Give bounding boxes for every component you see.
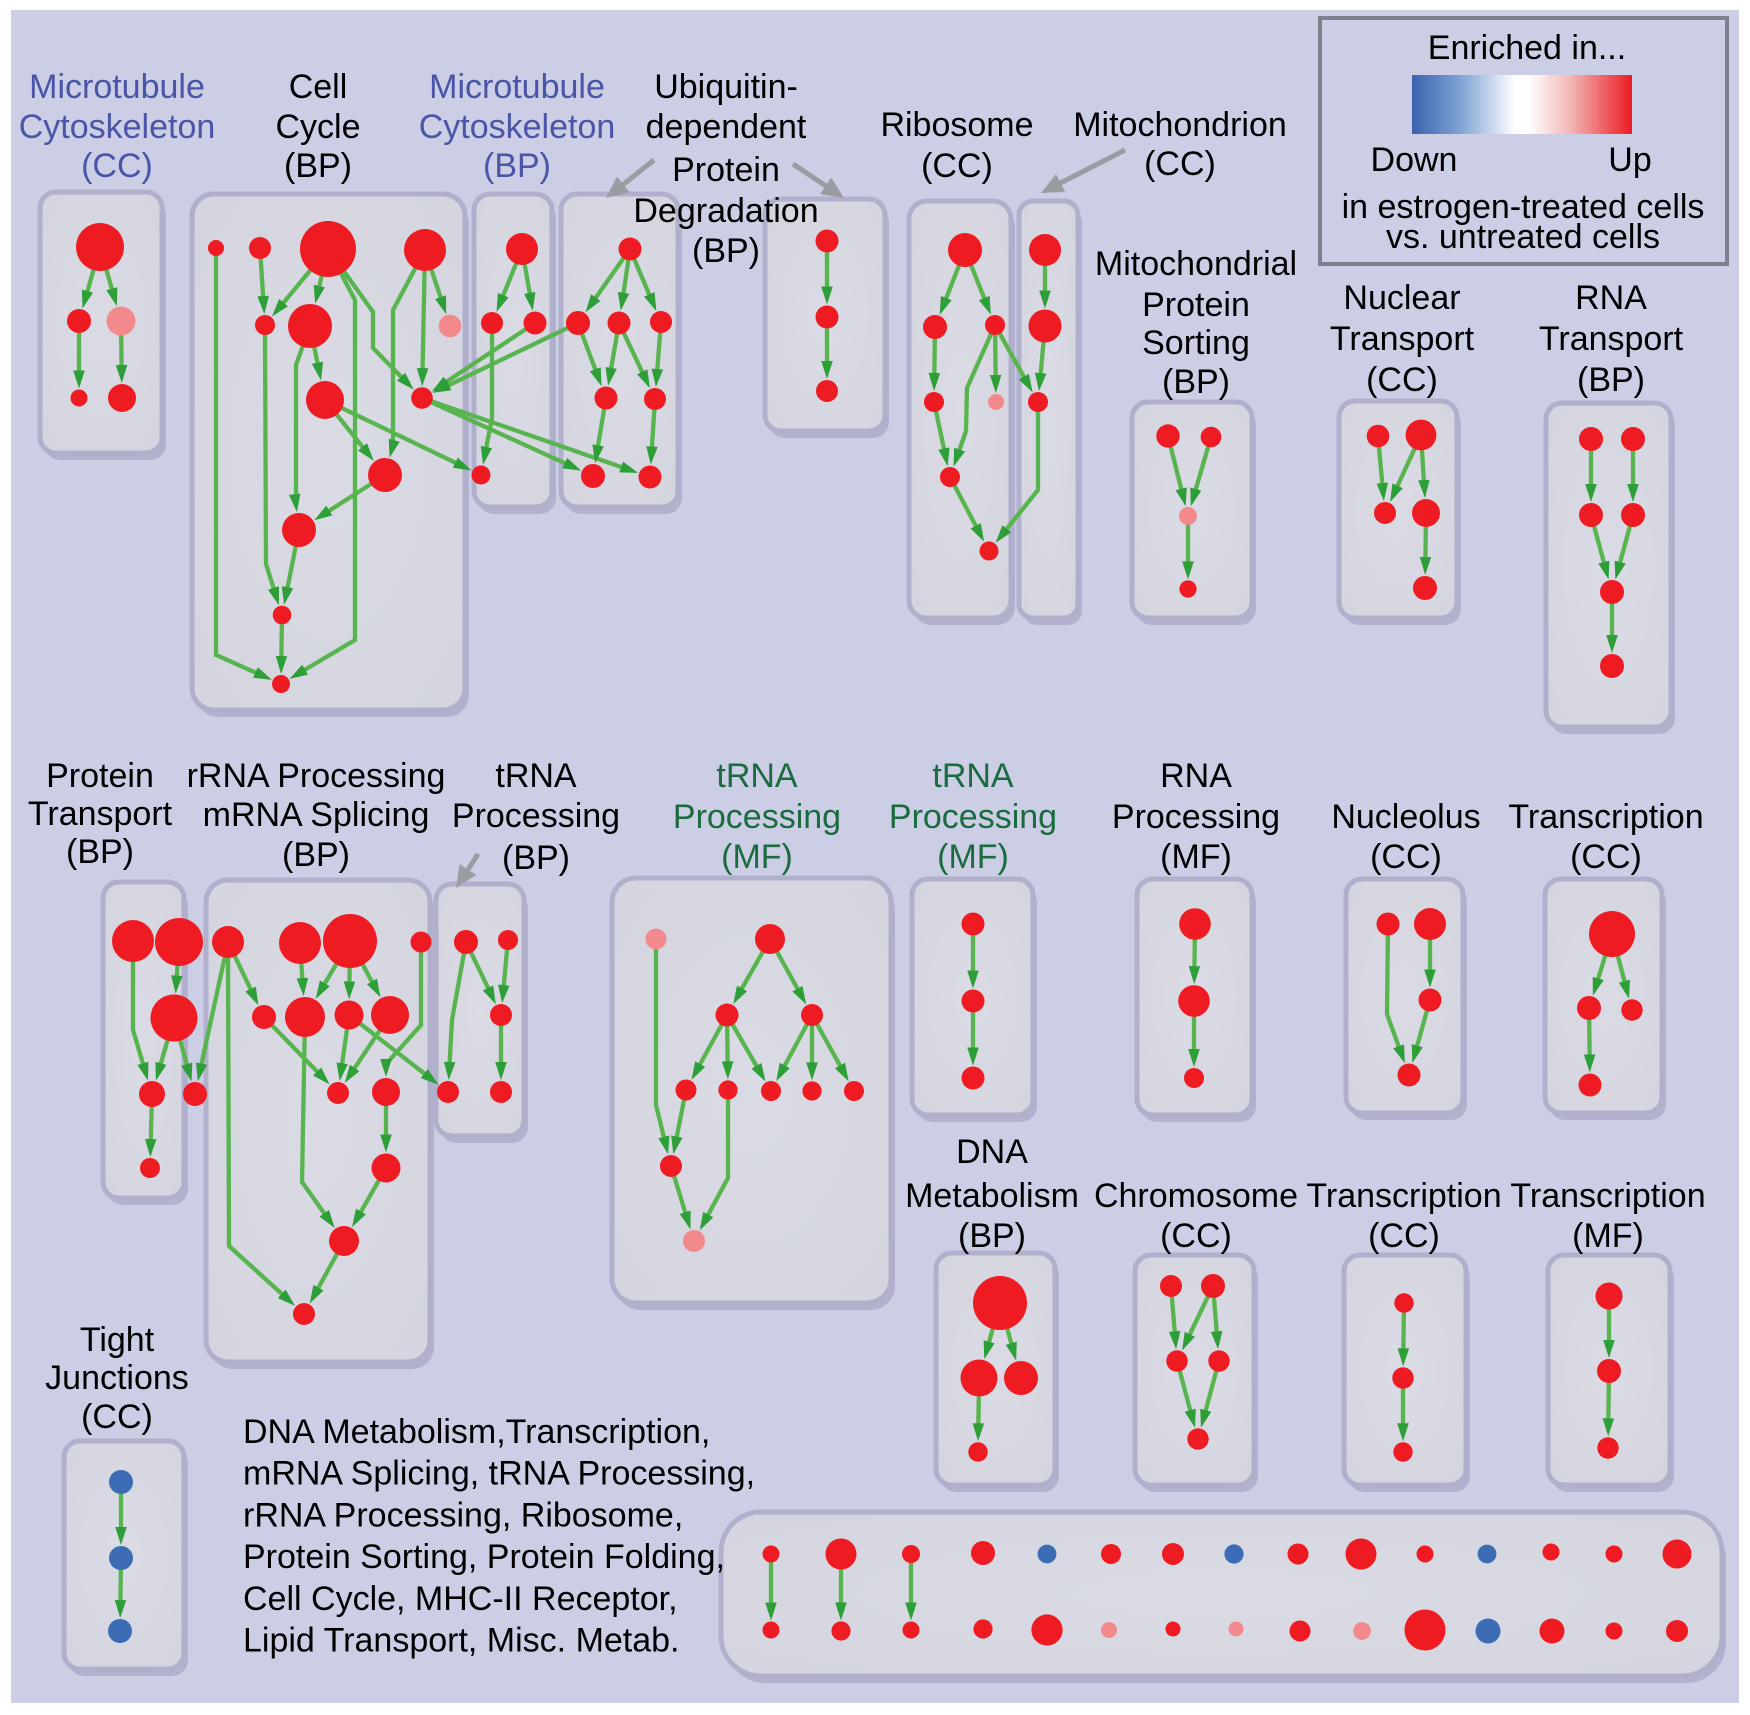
svg-text:Transport: Transport <box>1539 320 1684 358</box>
svg-text:(MF): (MF) <box>721 838 793 876</box>
svg-text:Sorting: Sorting <box>1142 324 1250 362</box>
svg-text:Transcription: Transcription <box>1306 1177 1501 1215</box>
svg-text:Processing: Processing <box>673 798 841 836</box>
svg-text:(CC): (CC) <box>81 1398 153 1436</box>
svg-text:Transcription: Transcription <box>1508 798 1703 836</box>
svg-text:Microtubule: Microtubule <box>29 68 205 106</box>
svg-text:Mitochondrial: Mitochondrial <box>1095 245 1297 283</box>
svg-text:Processing: Processing <box>452 797 620 835</box>
svg-text:Enriched in...: Enriched in... <box>1428 29 1626 67</box>
svg-text:Nuclear: Nuclear <box>1343 279 1460 317</box>
svg-text:rRNA Processing: rRNA Processing <box>187 757 446 795</box>
svg-text:vs. untreated cells: vs. untreated cells <box>1386 218 1660 256</box>
svg-text:(BP): (BP) <box>502 839 570 877</box>
svg-text:RNA: RNA <box>1575 279 1647 317</box>
svg-text:dependent: dependent <box>646 108 807 146</box>
svg-text:Nucleolus: Nucleolus <box>1331 798 1480 836</box>
svg-text:Microtubule: Microtubule <box>429 68 605 106</box>
svg-text:Processing: Processing <box>889 798 1057 836</box>
svg-text:DNA: DNA <box>956 1133 1028 1171</box>
svg-text:mRNA Splicing, tRNA Processing: mRNA Splicing, tRNA Processing, <box>243 1455 755 1493</box>
svg-text:(CC): (CC) <box>1370 838 1442 876</box>
svg-text:(BP): (BP) <box>958 1217 1026 1255</box>
svg-text:Cytoskeleton: Cytoskeleton <box>19 108 216 146</box>
svg-text:rRNA Processing, Ribosome,: rRNA Processing, Ribosome, <box>243 1496 683 1534</box>
svg-text:RNA: RNA <box>1160 757 1232 795</box>
svg-text:(CC): (CC) <box>921 147 993 185</box>
svg-text:(BP): (BP) <box>66 833 134 871</box>
svg-text:(CC): (CC) <box>1160 1217 1232 1255</box>
svg-text:DNA Metabolism,Transcription,: DNA Metabolism,Transcription, <box>243 1413 710 1451</box>
svg-text:(CC): (CC) <box>81 147 153 185</box>
svg-text:Transport: Transport <box>1330 320 1475 358</box>
svg-text:(BP): (BP) <box>483 147 551 185</box>
svg-text:Mitochondrion: Mitochondrion <box>1073 106 1287 144</box>
svg-text:Ribosome: Ribosome <box>880 106 1033 144</box>
svg-text:(CC): (CC) <box>1144 145 1216 183</box>
svg-text:Junctions: Junctions <box>45 1359 189 1397</box>
svg-text:(BP): (BP) <box>1577 361 1645 399</box>
svg-text:Tight: Tight <box>80 1321 155 1359</box>
svg-text:(BP): (BP) <box>692 232 760 270</box>
svg-text:Processing: Processing <box>1112 798 1280 836</box>
svg-text:Cytoskeleton: Cytoskeleton <box>419 108 616 146</box>
svg-text:(BP): (BP) <box>284 147 352 185</box>
svg-text:Transcription: Transcription <box>1510 1177 1705 1215</box>
svg-text:Cycle: Cycle <box>275 108 360 146</box>
svg-text:Ubiquitin-: Ubiquitin- <box>654 68 798 106</box>
svg-text:mRNA Splicing: mRNA Splicing <box>203 796 430 834</box>
svg-text:(BP): (BP) <box>1162 363 1230 401</box>
svg-text:Protein Sorting, Protein Foldi: Protein Sorting, Protein Folding, <box>243 1538 725 1576</box>
svg-text:tRNA: tRNA <box>932 757 1014 795</box>
svg-text:Lipid Transport, Misc. Metab.: Lipid Transport, Misc. Metab. <box>243 1622 680 1660</box>
svg-text:Cell Cycle, MHC-II Receptor,: Cell Cycle, MHC-II Receptor, <box>243 1580 678 1618</box>
svg-text:tRNA: tRNA <box>716 757 798 795</box>
svg-text:Cell: Cell <box>289 68 348 106</box>
svg-text:Protein: Protein <box>672 151 780 189</box>
svg-text:(MF): (MF) <box>1572 1217 1644 1255</box>
svg-text:(CC): (CC) <box>1570 838 1642 876</box>
svg-text:Protein: Protein <box>1142 286 1250 324</box>
svg-text:in estrogen-treated cells: in estrogen-treated cells <box>1342 188 1705 226</box>
svg-text:(CC): (CC) <box>1368 1217 1440 1255</box>
svg-text:Chromosome: Chromosome <box>1094 1177 1298 1215</box>
svg-text:(MF): (MF) <box>1160 838 1232 876</box>
svg-text:Transport: Transport <box>28 795 173 833</box>
svg-text:Metabolism: Metabolism <box>905 1177 1079 1215</box>
svg-text:(MF): (MF) <box>937 838 1009 876</box>
svg-text:Up: Up <box>1608 141 1651 179</box>
svg-text:(CC): (CC) <box>1366 361 1438 399</box>
svg-text:Degradation: Degradation <box>633 192 818 230</box>
svg-text:Down: Down <box>1371 141 1458 179</box>
svg-text:Protein: Protein <box>46 757 154 795</box>
svg-text:(BP): (BP) <box>282 836 350 874</box>
svg-text:tRNA: tRNA <box>495 757 577 795</box>
